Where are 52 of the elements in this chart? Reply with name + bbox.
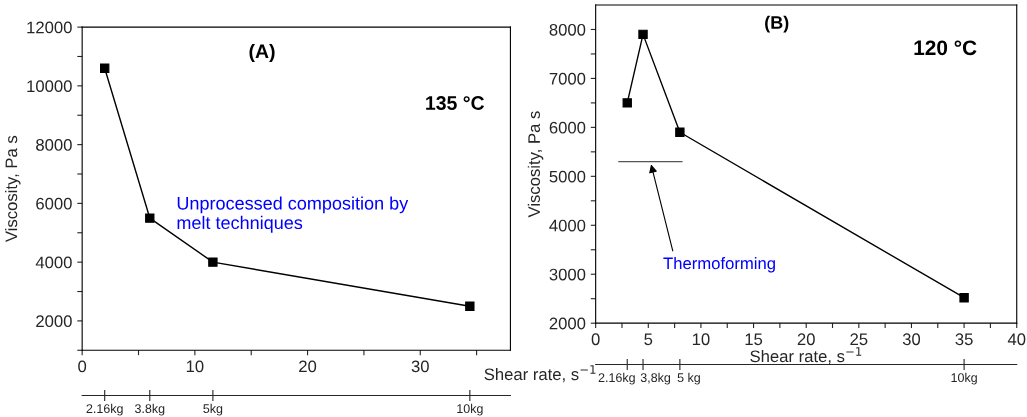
x-tick-label: 0	[591, 333, 600, 346]
x-tick-label: 25	[850, 333, 868, 346]
y-tick-label: 8000	[36, 139, 72, 151]
annotation: 135 °C	[426, 96, 485, 110]
text: 5kg	[203, 403, 223, 416]
x-tick-label: 5	[644, 333, 653, 346]
point	[145, 213, 155, 223]
x-tick-label: 40	[1007, 333, 1026, 346]
text: 2.16kg	[598, 372, 635, 385]
x-tick-label: 30	[411, 360, 429, 373]
x-tick-label: 20	[797, 333, 815, 346]
text: 3.8kg	[134, 403, 165, 416]
annotation: (B)	[765, 15, 789, 33]
text: 10kg	[951, 372, 977, 385]
x-tick-label: 10	[186, 360, 204, 373]
x-tick-label: 10	[692, 333, 710, 346]
x-tick-label: 30	[902, 333, 921, 346]
point	[675, 127, 685, 137]
x-axis-title: Shear rate, s$^{−1}$	[484, 365, 596, 383]
point	[208, 257, 218, 267]
point	[622, 98, 632, 108]
y-tick-label: 4000	[549, 219, 586, 232]
point	[959, 293, 969, 303]
annotation: Unprocessed composition by melt techniques	[177, 196, 409, 233]
y-tick-label: 4000	[35, 256, 72, 269]
text: 5 kg	[677, 372, 700, 385]
y-axis-title: Viscosity, Pa s	[5, 135, 21, 243]
point	[100, 63, 110, 73]
y-tick-label: 2000	[549, 317, 586, 330]
annotation: 120 °C	[914, 40, 977, 56]
text: 2.16kg	[86, 403, 123, 416]
annotation: (A)	[249, 43, 275, 63]
y-tick-label: 3000	[549, 268, 586, 281]
text: 10kg	[457, 403, 483, 416]
y-tick-label: 2000	[36, 315, 72, 328]
x-axis-title: Shear rate, s$^{−1}$	[750, 347, 862, 365]
y-tick-label: 5000	[549, 170, 586, 183]
y-tick-label: 8000	[549, 23, 586, 36]
x-tick-label: 0	[78, 360, 87, 373]
point	[638, 29, 648, 40]
y-axis-title: Viscosity, Pa s	[527, 111, 544, 218]
point	[465, 301, 475, 311]
x-tick-label: 20	[299, 360, 317, 373]
y-tick-label: 10000	[27, 80, 72, 93]
x-tick-label: 35	[955, 333, 973, 346]
text: 3,8kg	[640, 372, 671, 385]
y-tick-label: 12000	[27, 21, 72, 34]
y-tick-label: 7000	[549, 72, 586, 85]
annotation: Thermoforming	[663, 257, 775, 273]
y-tick-label: 6000	[549, 121, 586, 134]
y-tick-label: 6000	[36, 197, 72, 210]
x-tick-label: 15	[745, 333, 763, 346]
